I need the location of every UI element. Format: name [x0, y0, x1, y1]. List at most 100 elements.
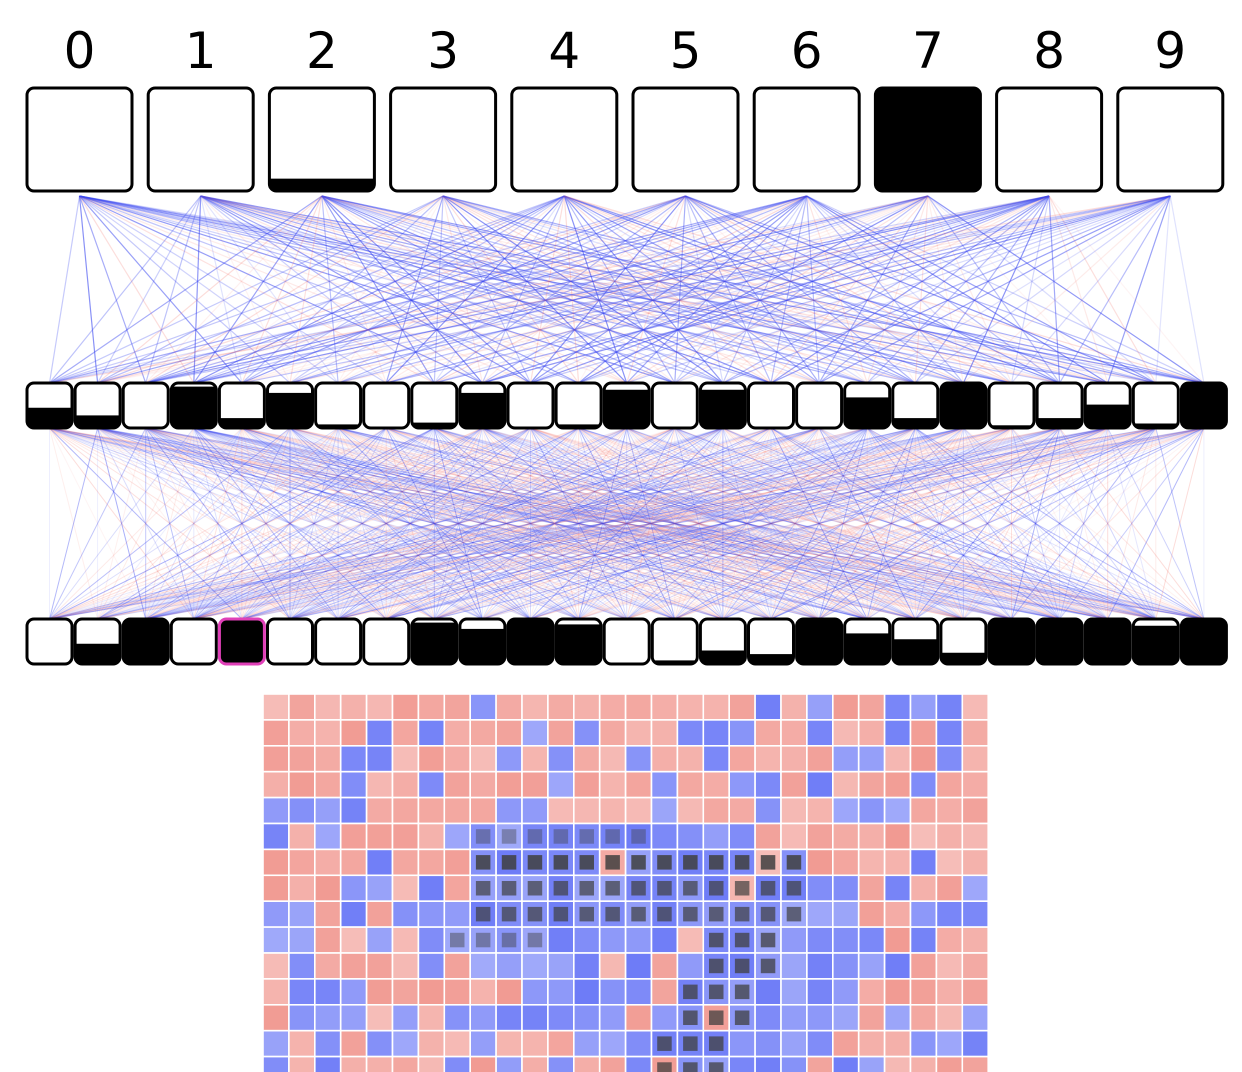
output-node-8[interactable] [995, 86, 1104, 193]
hidden1-node-15[interactable] [747, 617, 795, 666]
weight-edge [49, 427, 675, 620]
grid-cell [547, 1055, 575, 1072]
weight-edge [530, 427, 964, 620]
output-node-0[interactable] [25, 86, 134, 193]
grid-cell [935, 1003, 964, 1032]
hidden1-node-8[interactable] [410, 617, 459, 666]
grid-cell [780, 822, 808, 851]
hidden1-node-6[interactable] [314, 617, 363, 666]
hidden1-node-20[interactable] [987, 617, 1036, 666]
weight-edge [321, 195, 531, 384]
hidden2-node-22[interactable] [1083, 381, 1132, 430]
hidden2-node-0[interactable] [25, 381, 74, 430]
hidden2-node-8[interactable] [410, 381, 459, 430]
weight-edge [241, 427, 387, 620]
hidden2-node-5[interactable] [266, 381, 314, 430]
output-node-4[interactable] [510, 86, 619, 193]
hidden1-node-10[interactable] [506, 617, 555, 666]
weight-edge [289, 427, 1205, 620]
weight-edge [49, 427, 675, 620]
hidden2-node-14[interactable] [698, 381, 747, 430]
grid-cell [676, 952, 705, 980]
weight-edge [482, 427, 1156, 620]
weight-edge [145, 427, 820, 620]
hidden2-node-21[interactable] [1035, 381, 1084, 430]
hidden1-node-14[interactable] [698, 617, 747, 666]
output-node-7[interactable] [873, 86, 982, 193]
hidden2-node-13[interactable] [650, 381, 699, 430]
weight-edge [482, 427, 1060, 620]
weight-edge [145, 427, 435, 620]
hidden2-node-10[interactable] [506, 381, 555, 430]
weight-edge [321, 195, 1060, 384]
grid-cell [883, 874, 912, 902]
weight-edge [578, 427, 628, 620]
hidden2-node-6[interactable] [314, 381, 363, 430]
grid-cell [262, 693, 290, 721]
grid-cell [909, 874, 938, 902]
output-node-5[interactable] [631, 86, 740, 193]
hidden2-node-18[interactable] [891, 381, 940, 430]
weight-edge [674, 427, 772, 620]
hidden2-node-23[interactable] [1131, 381, 1180, 430]
weight-edge [530, 427, 580, 620]
hidden1-node-2[interactable] [121, 617, 170, 666]
output-node-6[interactable] [752, 86, 861, 193]
hidden2-node-2[interactable] [121, 381, 170, 430]
hidden2-node-12[interactable] [602, 381, 651, 430]
output-node-1[interactable] [146, 86, 255, 193]
hidden1-node-19[interactable] [939, 617, 988, 666]
hidden1-node-4[interactable] [217, 617, 266, 666]
hidden1-node-13[interactable] [650, 617, 699, 666]
grid-cell [391, 1029, 420, 1058]
hidden2-node-15[interactable] [747, 381, 795, 430]
hidden1-node-11[interactable] [554, 617, 603, 666]
hidden1-node-5[interactable] [266, 617, 314, 666]
hidden1-node-18[interactable] [891, 617, 940, 666]
hidden1-node-24[interactable] [1179, 617, 1228, 666]
hidden1-node-12[interactable] [602, 617, 651, 666]
hidden2-node-16[interactable] [795, 381, 844, 430]
hidden1-node-1[interactable] [73, 617, 122, 666]
hidden1-node-0[interactable] [25, 617, 74, 666]
hidden2-node-9[interactable] [458, 381, 507, 430]
output-node-2[interactable] [267, 86, 376, 193]
grid-cell [883, 900, 912, 928]
hidden2-node-17[interactable] [843, 381, 892, 430]
grid-cell [650, 744, 679, 773]
output-node-3[interactable] [389, 86, 498, 193]
grid-cell [365, 952, 394, 980]
weight-edge [49, 427, 531, 620]
hidden2-node-11[interactable] [554, 381, 603, 430]
weight-edge [145, 195, 686, 384]
hidden2-node-1[interactable] [73, 381, 122, 430]
hidden2-node-20[interactable] [987, 381, 1036, 430]
hidden1-node-22[interactable] [1083, 617, 1132, 666]
weight-edge [337, 427, 627, 620]
hidden1-node-3[interactable] [169, 617, 218, 666]
grid-cell [780, 1003, 808, 1032]
hidden2-node-24[interactable] [1179, 381, 1228, 430]
hidden1-node-23[interactable] [1131, 617, 1180, 666]
hidden1-node-9[interactable] [458, 617, 507, 666]
hidden2-node-4[interactable] [217, 381, 266, 430]
input-pixel [527, 932, 543, 948]
hidden1-node-21[interactable] [1035, 617, 1084, 666]
weight-edge [684, 195, 724, 384]
grid-cell [339, 796, 368, 825]
hidden2-node-19[interactable] [939, 381, 988, 430]
weight-edge [97, 195, 929, 384]
grid-cell [728, 822, 756, 851]
output-node-9[interactable] [1116, 86, 1225, 193]
grid-cell [339, 719, 368, 747]
weight-edge [722, 427, 916, 620]
input-pixel [683, 906, 698, 922]
hidden1-node-17[interactable] [843, 617, 892, 666]
hidden2-node-7[interactable] [362, 381, 411, 430]
weight-edge [145, 195, 202, 384]
hidden1-node-7[interactable] [362, 617, 411, 666]
weight-edge [193, 427, 1060, 620]
hidden1-node-16[interactable] [795, 617, 844, 666]
hidden2-node-3[interactable] [169, 381, 218, 430]
weight-edge [79, 195, 1108, 384]
